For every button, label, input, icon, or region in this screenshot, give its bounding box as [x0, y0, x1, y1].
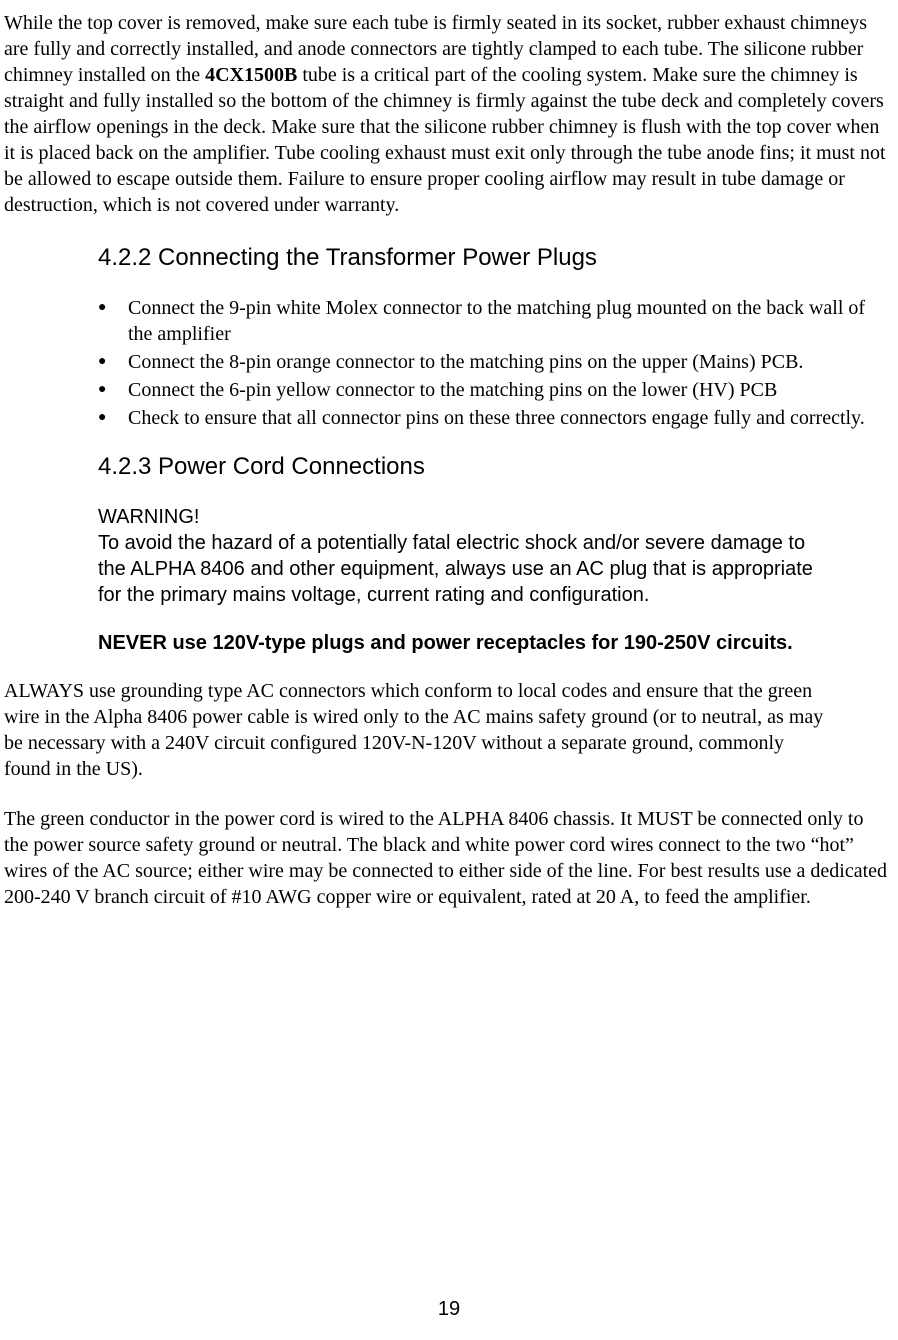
page-number: 19 [0, 1296, 898, 1322]
list-item: Connect the 6-pin yellow connector to th… [98, 377, 888, 403]
warning-body: To avoid the hazard of a potentially fat… [98, 530, 838, 608]
list-item: Connect the 9-pin white Molex connector … [98, 295, 888, 347]
list-item: Connect the 8-pin orange connector to th… [98, 349, 888, 375]
list-item: Check to ensure that all connector pins … [98, 405, 888, 431]
never-warning: NEVER use 120V-type plugs and power rece… [98, 630, 838, 656]
heading-423: 4.2.3 Power Cord Connections [98, 451, 888, 482]
tube-model: 4CX1500B [205, 64, 297, 86]
conductor-paragraph: The green conductor in the power cord is… [4, 806, 888, 910]
heading-422: 4.2.2 Connecting the Transformer Power P… [98, 242, 888, 273]
intro-text-b: tube is a critical part of the cooling s… [4, 64, 886, 216]
warning-block: WARNING! To avoid the hazard of a potent… [98, 504, 838, 608]
intro-paragraph: While the top cover is removed, make sur… [4, 10, 888, 218]
connector-bullet-list: Connect the 9-pin white Molex connector … [98, 295, 888, 431]
grounding-paragraph: ALWAYS use grounding type AC connectors … [4, 678, 824, 782]
warning-title: WARNING! [98, 504, 838, 530]
